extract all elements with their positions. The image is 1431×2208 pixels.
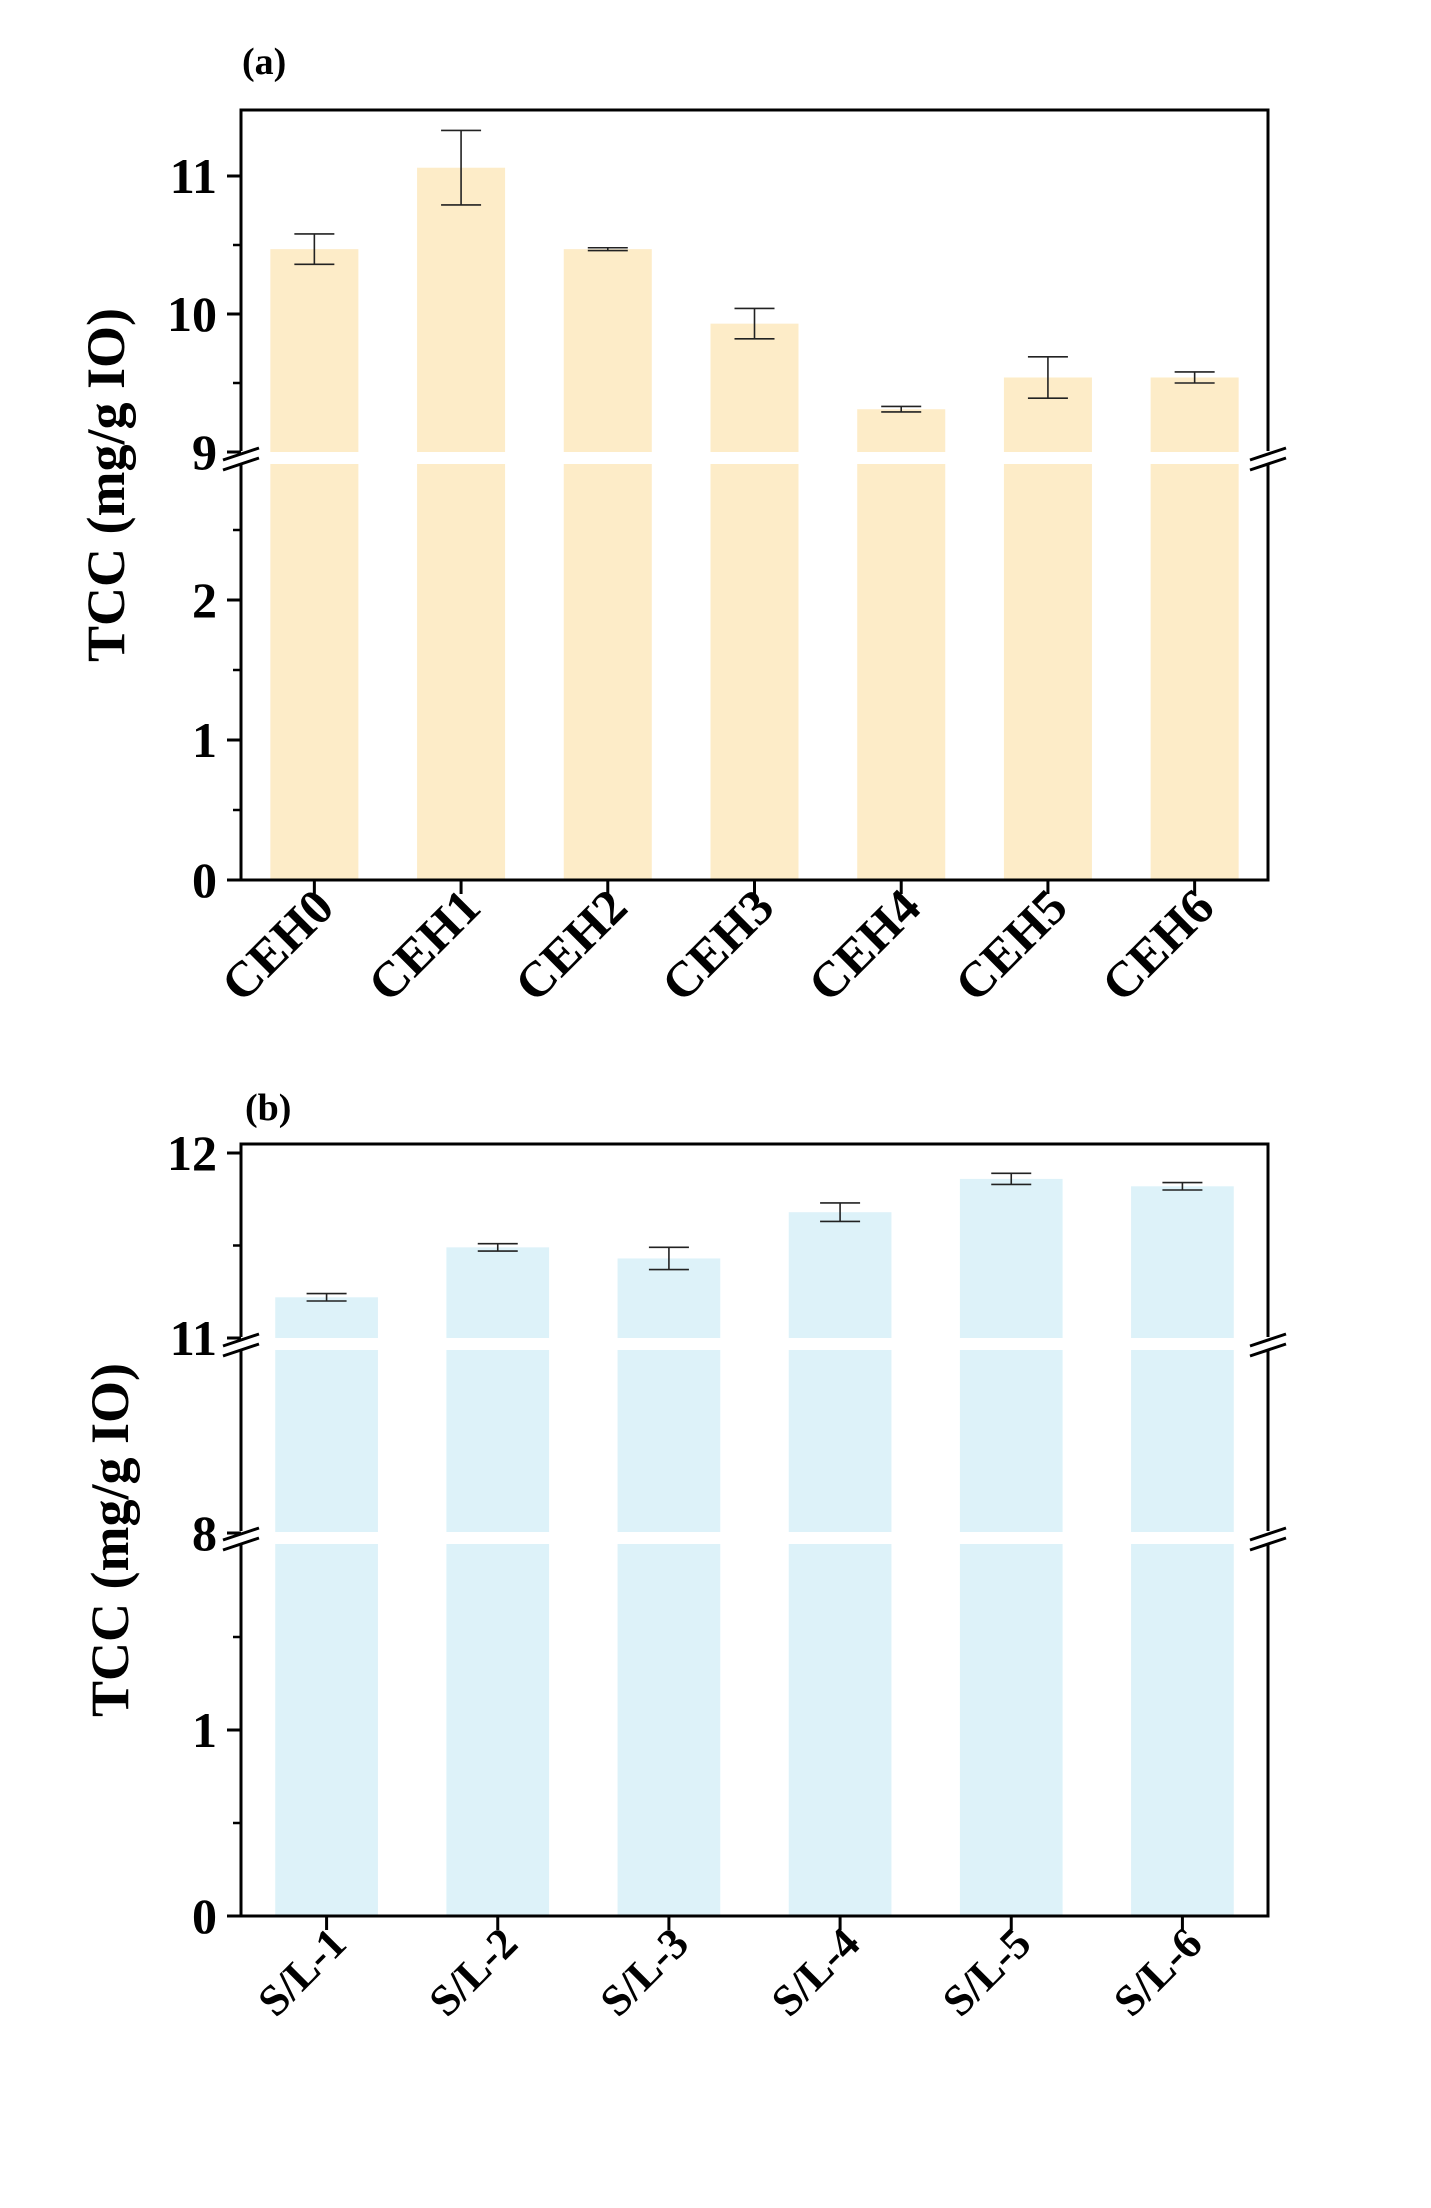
error-bar-sl2 — [477, 1242, 518, 1252]
break-slash-b — [1249, 456, 1287, 472]
y-tick-label: 1 — [192, 1702, 217, 1758]
error-bar-ceh5 — [1027, 355, 1068, 399]
break-slash-a — [222, 1332, 260, 1348]
x-tick-label-sl1: S/L-1 — [248, 1918, 355, 2025]
y-tick-label: 12 — [167, 1125, 217, 1181]
y-tick-label: 2 — [192, 572, 217, 628]
break-slash-b — [222, 1342, 260, 1358]
break-gap-0 — [242, 452, 1267, 464]
y-ticks-a: 0 1 2 9 10 11 — [167, 148, 241, 908]
error-bar-ceh6 — [1174, 371, 1215, 384]
y-axis-label-a: TCC (mg/g IO) — [76, 308, 136, 662]
axes-b — [239, 1142, 1270, 1918]
break-slash-b — [222, 456, 260, 472]
y-tick-label: 0 — [192, 1888, 217, 1944]
error-bar-ceh4 — [881, 405, 922, 413]
x-tick-label-ceh1: CEH1 — [357, 878, 491, 1012]
y-tick-label: 0 — [192, 852, 217, 908]
y-ticks-b: 0 1 8 11 12 — [167, 1125, 241, 1944]
break-slash-a — [1249, 1332, 1287, 1348]
break-slash-b — [222, 1536, 260, 1552]
bar-ceh3 — [710, 323, 799, 880]
x-tick-label-ceh0: CEH0 — [210, 878, 344, 1012]
error-bar-ceh3 — [734, 307, 775, 340]
bar-sl5 — [959, 1178, 1063, 1916]
y-tick-label: 10 — [167, 286, 217, 342]
y-axis-label-b: TCC (mg/g IO) — [80, 1363, 140, 1717]
break-slash-a — [1249, 1526, 1287, 1542]
x-tick-label-sl3: S/L-3 — [591, 1918, 698, 2025]
panel-label-b: (b) — [245, 1087, 291, 1129]
error-bar-sl6 — [1162, 1181, 1203, 1191]
x-tick-label-sl5: S/L-5 — [933, 1918, 1040, 2025]
break-gap-1 — [242, 1338, 1267, 1350]
bar-sl1 — [275, 1297, 378, 1916]
x-tick-label-ceh4: CEH4 — [797, 878, 931, 1012]
bars-b — [275, 1172, 1234, 1916]
panel-label-a: (a) — [242, 41, 286, 83]
error-bar-ceh2 — [587, 246, 628, 252]
error-bar-ceh1 — [441, 129, 482, 206]
y-tick-label: 11 — [170, 148, 217, 204]
bar-sl4 — [788, 1212, 892, 1916]
x-tick-label-ceh6: CEH6 — [1091, 878, 1225, 1012]
x-tick-label-ceh3: CEH3 — [650, 878, 784, 1012]
error-bar-sl4 — [820, 1202, 861, 1223]
break-slash-b — [1249, 1536, 1287, 1552]
x-ticks-a: CEH0 CEH1 CEH2 CEH3 CEH4 CEH5 CEH6 — [210, 878, 1224, 1012]
bar-sl3 — [617, 1258, 721, 1916]
bars-a — [270, 129, 1239, 881]
x-tick-label-sl4: S/L-4 — [762, 1918, 869, 2025]
error-bar-sl5 — [991, 1172, 1032, 1186]
y-tick-label: 1 — [192, 712, 217, 768]
axis-break-b — [219, 1332, 1290, 1552]
bar-ceh2 — [563, 249, 652, 880]
error-bar-sl3 — [648, 1246, 689, 1271]
y-tick-label: 8 — [192, 1505, 217, 1561]
y-tick-label: 9 — [192, 424, 217, 480]
x-ticks-b: S/L-1 S/L-2 S/L-3 S/L-4 S/L-5 S/L-6 — [248, 1916, 1211, 2026]
x-tick-label-ceh5: CEH5 — [944, 878, 1078, 1012]
error-bar-sl1 — [306, 1292, 347, 1302]
bar-sl2 — [446, 1247, 550, 1916]
bar-sl6 — [1131, 1186, 1234, 1916]
y-tick-label: 11 — [170, 1310, 217, 1366]
x-tick-label-sl6: S/L-6 — [1104, 1918, 1211, 2025]
bar-ceh0 — [270, 249, 359, 880]
break-slash-b — [1249, 1342, 1287, 1358]
x-tick-label-sl2: S/L-2 — [420, 1918, 527, 2025]
bar-ceh4 — [857, 409, 946, 880]
break-slash-a — [1249, 446, 1287, 462]
break-gap-0 — [242, 1532, 1267, 1544]
axis-break-a — [219, 446, 1290, 472]
x-tick-label-ceh2: CEH2 — [504, 878, 638, 1012]
break-slash-a — [222, 446, 260, 462]
error-bar-ceh0 — [294, 233, 335, 266]
bar-ceh1 — [417, 167, 506, 881]
